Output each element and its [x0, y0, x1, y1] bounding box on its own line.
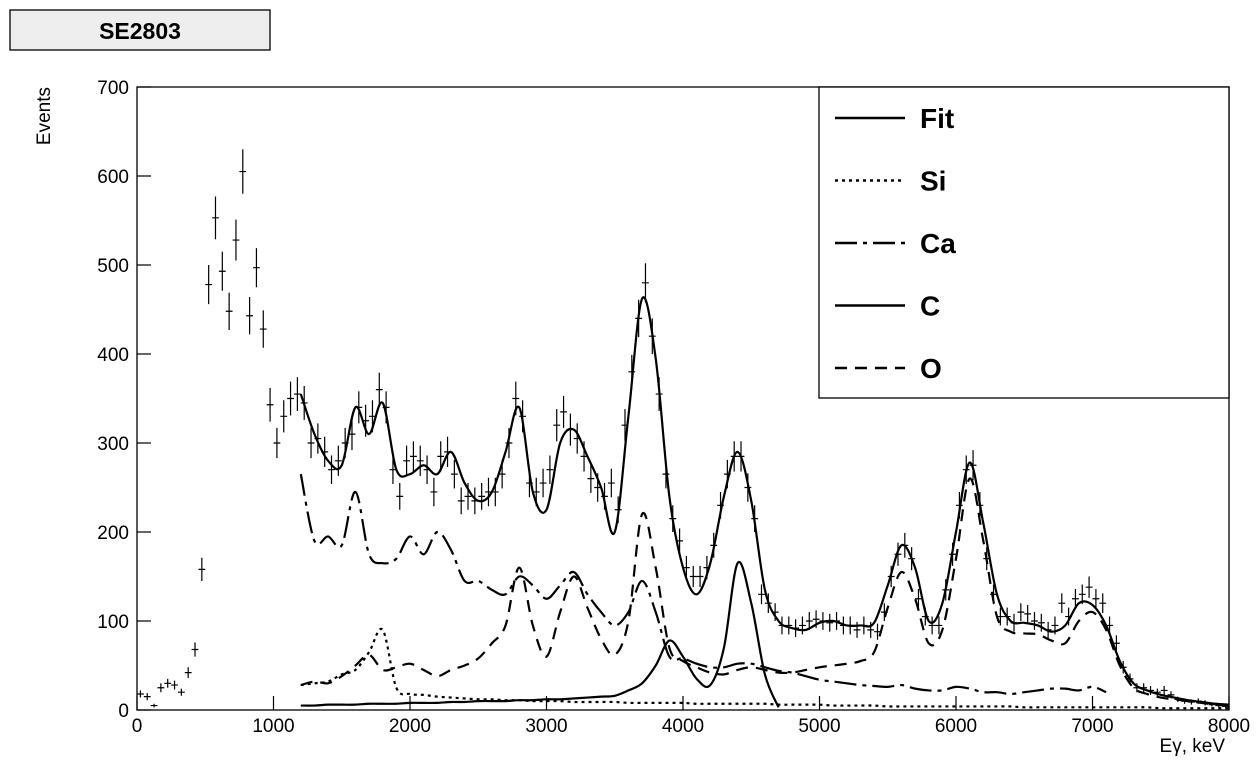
- data-point: [287, 381, 294, 416]
- data-point: [171, 680, 178, 690]
- data-point: [143, 693, 151, 701]
- data-point: [293, 377, 301, 411]
- data-point: [403, 445, 410, 476]
- data-point: [799, 616, 806, 635]
- data-point: [1160, 685, 1168, 695]
- title-box: [9, 9, 271, 51]
- data-point: [334, 445, 342, 476]
- data-point: [246, 297, 254, 335]
- data-point: [758, 584, 765, 605]
- data-point: [1092, 588, 1100, 609]
- chart-title: SE2803: [99, 18, 181, 44]
- data-point: [853, 621, 861, 638]
- y-tick-label: 700: [97, 78, 129, 99]
- data-point: [150, 703, 158, 708]
- data-point: [232, 219, 240, 261]
- data-point: [416, 445, 424, 476]
- legend-label: Fit: [920, 103, 954, 134]
- curve: [300, 560, 780, 708]
- data-point: [478, 483, 486, 510]
- data-point: [191, 642, 199, 657]
- y-tick-label: 200: [97, 523, 129, 544]
- y-tick-label: 100: [97, 612, 129, 633]
- data-point: [273, 427, 281, 459]
- data-point: [157, 683, 165, 693]
- data-point: [539, 468, 547, 498]
- curve: [299, 296, 1230, 706]
- y-tick-label: 300: [97, 434, 129, 455]
- data-point: [280, 400, 288, 433]
- x-tick-label: 0: [132, 716, 143, 737]
- data-point: [1031, 612, 1038, 630]
- data-point: [805, 612, 813, 630]
- data-point: [785, 616, 793, 635]
- data-point: [689, 565, 697, 588]
- curve: [300, 627, 1229, 710]
- legend-label: O: [920, 353, 942, 384]
- data-point: [546, 455, 554, 484]
- data-point: [430, 477, 438, 507]
- x-tick-label: 5000: [798, 716, 840, 737]
- data-point: [410, 441, 417, 472]
- data-point: [266, 387, 274, 422]
- data-point: [259, 310, 267, 348]
- data-point: [205, 265, 213, 305]
- data-point: [239, 149, 247, 194]
- data-point: [457, 487, 465, 515]
- data-point: [225, 292, 233, 330]
- data-point: [328, 455, 335, 484]
- data-point: [928, 616, 936, 635]
- y-tick-label: 600: [97, 167, 129, 188]
- data-point: [212, 196, 219, 240]
- curve: [300, 477, 1230, 707]
- data-point: [1099, 593, 1107, 613]
- data-point: [307, 427, 315, 459]
- data-point: [867, 621, 875, 638]
- data-point: [396, 483, 404, 510]
- y-tick-label: 0: [118, 701, 129, 722]
- y-axis-label: Events: [34, 87, 55, 145]
- data-point: [553, 409, 561, 442]
- data-point: [450, 459, 458, 489]
- data-point: [1085, 576, 1093, 598]
- data-point: [1017, 603, 1025, 621]
- data-point: [1058, 593, 1066, 613]
- x-tick-label: 1000: [252, 716, 294, 737]
- x-tick-label: 8000: [1208, 716, 1250, 737]
- data-point: [935, 616, 943, 635]
- legend-label: C: [920, 291, 940, 322]
- data-point: [642, 263, 649, 303]
- data-point: [1037, 613, 1045, 632]
- data-point: [1024, 604, 1032, 623]
- x-tick-label: 7000: [1071, 716, 1113, 737]
- legend-label: Si: [920, 166, 946, 197]
- data-point: [218, 251, 226, 291]
- data-point: [177, 688, 185, 696]
- x-tick-label: 6000: [935, 716, 977, 737]
- x-tick-label: 4000: [662, 716, 704, 737]
- data-point: [164, 678, 172, 688]
- data-point: [915, 588, 922, 609]
- data-point: [375, 372, 383, 407]
- data-point: [1072, 588, 1079, 609]
- y-tick-label: 400: [97, 345, 129, 366]
- data-point: [198, 557, 206, 581]
- curve: [299, 473, 1107, 696]
- x-axis-label: Eγ, keV: [1160, 736, 1226, 757]
- data-point: [560, 395, 567, 428]
- x-tick-label: 3000: [525, 716, 567, 737]
- data-point: [607, 468, 615, 498]
- data-point: [696, 565, 704, 588]
- data-point: [184, 667, 192, 678]
- data-point: [826, 613, 834, 632]
- x-tick-label: 2000: [389, 716, 431, 737]
- data-point: [253, 248, 260, 288]
- data-point: [587, 464, 595, 493]
- data-point: [137, 690, 144, 698]
- data-point: [437, 441, 445, 472]
- y-tick-label: 500: [97, 256, 129, 277]
- legend-label: Ca: [920, 228, 956, 259]
